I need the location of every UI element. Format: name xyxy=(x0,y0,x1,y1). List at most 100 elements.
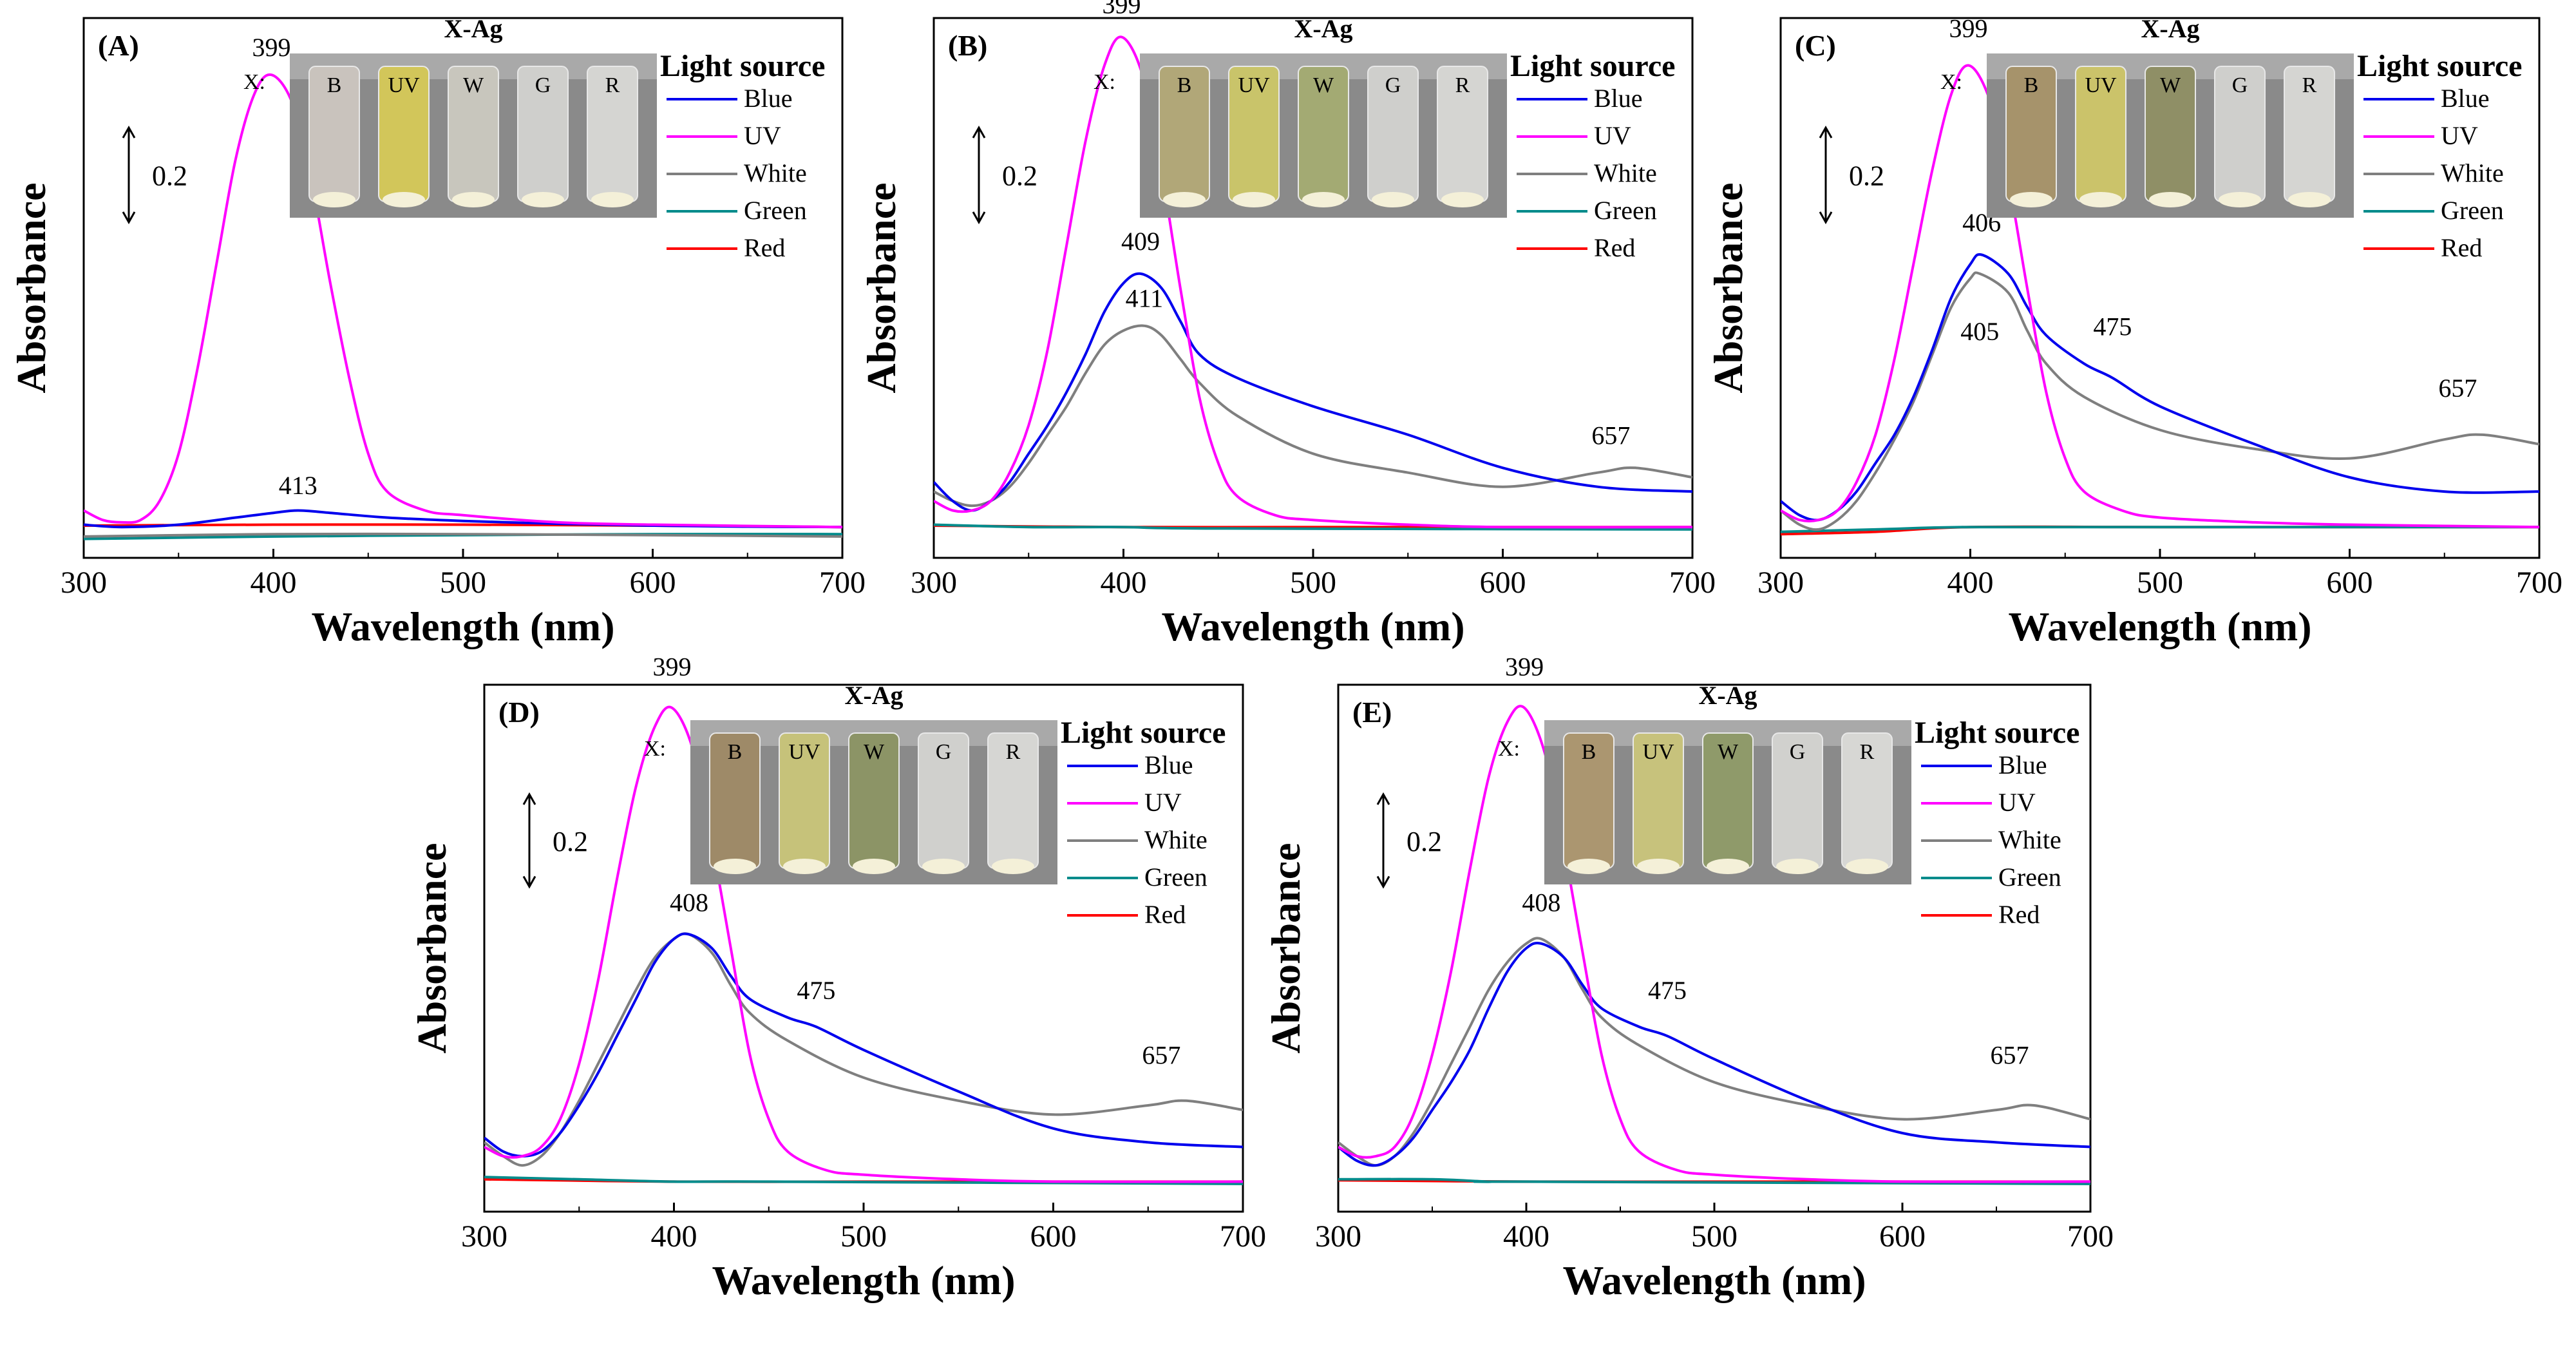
tube-label: W xyxy=(463,73,484,97)
peak-label: 399 xyxy=(1103,0,1141,19)
scale-bar-label: 0.2 xyxy=(553,826,588,857)
panel-b: 300 400 500 600 700 Wavelength (nm) Absorbance… xyxy=(858,0,1716,649)
tube-bottom xyxy=(1233,192,1275,207)
tube-label: G xyxy=(1790,740,1806,764)
legend-label-uv: UV xyxy=(2441,121,2478,150)
peak-label: 411 xyxy=(1126,283,1164,312)
legend-label-uv: UV xyxy=(1144,788,1182,817)
x-tick-label: 600 xyxy=(1480,566,1526,600)
x-tick-label: 300 xyxy=(1757,566,1804,600)
scale-bar-label: 0.2 xyxy=(1002,160,1037,192)
peak-label: 399 xyxy=(1505,653,1544,682)
tube-bottom xyxy=(922,859,965,874)
inset-title: X-Ag xyxy=(844,681,903,710)
peak-label: 657 xyxy=(1142,1040,1180,1069)
series-line-green xyxy=(1338,1178,2090,1185)
x-tick-label: 500 xyxy=(840,1219,887,1254)
tube-bottom xyxy=(1637,859,1680,874)
tube-bottom xyxy=(2010,192,2052,207)
series-line-blue xyxy=(1338,941,2090,1167)
tube-bottom xyxy=(2079,192,2122,207)
tube-bottom xyxy=(383,192,425,207)
legend-label-green: Green xyxy=(744,196,807,225)
x-tick-label: 300 xyxy=(61,566,107,600)
legend-title: Light source xyxy=(1061,716,1226,750)
peak-label: 657 xyxy=(1591,421,1630,450)
inset-title: X-Ag xyxy=(1698,681,1757,710)
tube-label: R xyxy=(2302,73,2317,97)
legend-label-blue: Blue xyxy=(2441,84,2490,113)
x-tick-label: 700 xyxy=(2516,566,2562,600)
panel-label: (D) xyxy=(498,696,540,729)
peak-label: 475 xyxy=(797,976,835,1005)
scale-bar-arrow-up xyxy=(1376,792,1390,805)
x-tick-label: 300 xyxy=(1315,1219,1361,1254)
x-axis-title: Wavelength (nm) xyxy=(2008,604,2311,649)
tube-label: UV xyxy=(788,740,820,764)
tube-bottom xyxy=(992,859,1034,874)
legend-label-red: Red xyxy=(1998,900,2040,929)
tube-label: UV xyxy=(388,73,420,97)
tube-bottom xyxy=(1567,859,1610,874)
tube-label: R xyxy=(605,73,620,97)
x-axis-title: Wavelength (nm) xyxy=(311,604,614,649)
x-tick-label: 700 xyxy=(1669,566,1716,600)
y-axis-title: Absorbance xyxy=(1263,843,1309,1053)
legend-label-blue: Blue xyxy=(744,84,793,113)
x-tick-label: 600 xyxy=(2327,566,2373,600)
tube-bottom xyxy=(714,859,756,874)
legend-label-white: White xyxy=(2441,158,2504,187)
tube-bottom xyxy=(1707,859,1749,874)
tube-bottom xyxy=(452,192,495,207)
legend-label-red: Red xyxy=(2441,233,2482,262)
x-axis-title: Wavelength (nm) xyxy=(712,1257,1015,1303)
legend-label-uv: UV xyxy=(744,121,781,150)
tube-bottom xyxy=(522,192,564,207)
series-line-blue xyxy=(1781,253,2539,522)
x-tick-label: 500 xyxy=(1691,1219,1738,1254)
peak-label: 409 xyxy=(1121,227,1160,256)
y-axis-title: Absorbance xyxy=(1705,182,1751,393)
legend-label-uv: UV xyxy=(1594,121,1631,150)
tube-label: UV xyxy=(2085,73,2117,97)
x-tick-label: 400 xyxy=(651,1219,697,1254)
panel-label: (A) xyxy=(98,29,139,62)
series-line-white xyxy=(84,532,842,538)
tube-bottom xyxy=(1302,192,1345,207)
panel-label: (E) xyxy=(1352,696,1392,729)
tube-bottom xyxy=(1163,192,1206,207)
scale-bar-label: 0.2 xyxy=(152,160,187,192)
tube-bottom xyxy=(2219,192,2261,207)
series-line-green xyxy=(1781,525,2539,533)
x-tick-label: 700 xyxy=(819,566,866,600)
legend-title: Light source xyxy=(2357,49,2522,83)
x-tick-label: 700 xyxy=(2067,1219,2114,1254)
x-tick-label: 300 xyxy=(461,1219,507,1254)
legend-label-uv: UV xyxy=(1998,788,2036,817)
inset-prefix: X: xyxy=(243,70,265,94)
x-tick-label: 400 xyxy=(251,566,297,600)
tube-bottom xyxy=(1846,859,1888,874)
legend-label-green: Green xyxy=(2441,196,2504,225)
x-tick-label: 700 xyxy=(1220,1219,1266,1254)
peak-label: 399 xyxy=(1949,14,1988,43)
inset-prefix: X: xyxy=(644,737,666,761)
tube-label: B xyxy=(1177,73,1192,97)
inset-prefix: X: xyxy=(1940,70,1962,94)
inset-prefix: X: xyxy=(1094,70,1115,94)
x-tick-label: 500 xyxy=(1290,566,1336,600)
legend-label-blue: Blue xyxy=(1144,750,1193,779)
tube-label: W xyxy=(2160,73,2181,97)
tube-label: B xyxy=(1582,740,1596,764)
x-axis-title: Wavelength (nm) xyxy=(1562,1257,1866,1303)
x-tick-label: 600 xyxy=(630,566,676,600)
scale-bar-arrow-down xyxy=(1376,875,1390,889)
panel-d: 300 400 500 600 700 Wavelength (nm) Absorbance… xyxy=(409,653,1266,1303)
tube-bottom xyxy=(313,192,355,207)
inset-prefix: X: xyxy=(1498,737,1520,761)
legend-label-red: Red xyxy=(744,233,785,262)
series-line-green xyxy=(484,1176,1243,1185)
scale-bar-arrow-up xyxy=(972,125,986,138)
legend-label-green: Green xyxy=(1144,863,1208,892)
